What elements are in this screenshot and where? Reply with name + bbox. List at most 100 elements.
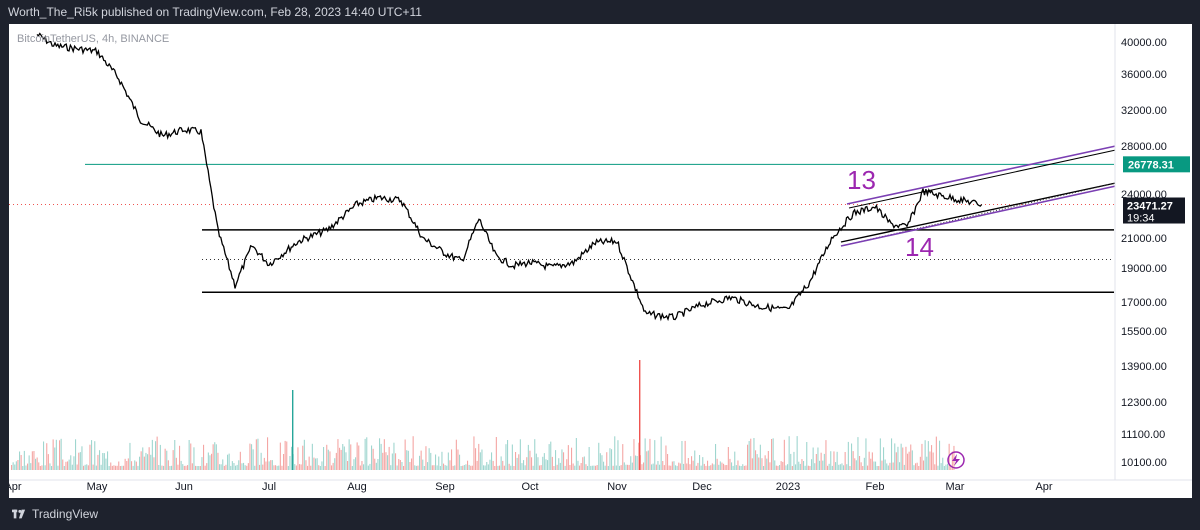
volume-bar	[627, 464, 629, 470]
volume-bar	[364, 438, 366, 470]
volume-bar	[79, 452, 81, 470]
volume-bar	[548, 444, 550, 470]
volume-bar	[774, 460, 776, 470]
x-tick-label: Apr	[1035, 481, 1052, 493]
volume-bar	[411, 458, 413, 470]
volume-bar	[881, 460, 883, 470]
volume-bar	[467, 460, 469, 470]
volume-bar	[953, 445, 955, 470]
volume-bar	[907, 453, 909, 470]
price-chart[interactable]: 40000.0036000.0032000.0028000.0024000.00…	[4, 24, 1192, 498]
volume-bar	[582, 457, 584, 470]
x-tick-label: May	[87, 481, 108, 493]
volume-bar	[545, 459, 547, 470]
volume-bar	[505, 444, 507, 470]
volume-bar	[14, 464, 16, 470]
volume-bar	[740, 466, 742, 470]
volume-bar	[430, 452, 432, 470]
volume-bar	[571, 447, 573, 470]
volume-bar	[782, 461, 784, 470]
volume-bar	[273, 465, 275, 470]
volume-bar	[783, 439, 785, 470]
volume-bar	[617, 440, 619, 470]
volume-bar	[159, 444, 161, 470]
volume-bar	[180, 460, 182, 470]
volume-bar	[598, 442, 600, 470]
volume-bar	[391, 453, 393, 470]
volume-bar	[670, 465, 672, 470]
volume-bar	[315, 458, 317, 470]
volume-bar	[702, 457, 704, 470]
volume-bar	[115, 465, 117, 470]
volume-bar	[785, 465, 787, 470]
volume-bar	[454, 465, 456, 470]
volume-bar	[615, 465, 617, 470]
volume-bar	[679, 463, 681, 470]
volume-bar	[129, 442, 131, 470]
volume-bar	[251, 444, 253, 470]
volume-bar	[435, 454, 437, 470]
volume-bar	[198, 466, 200, 470]
volume-bar	[148, 447, 150, 470]
publish-header: Worth_The_Ri5k published on TradingView.…	[0, 0, 1200, 24]
volume-bar	[535, 453, 537, 470]
volume-bar	[247, 463, 249, 470]
volume-bar	[393, 442, 395, 470]
volume-bar	[316, 458, 318, 470]
volume-bar	[807, 465, 809, 470]
volume-bar	[20, 455, 22, 470]
volume-bar	[886, 463, 888, 470]
volume-bar	[521, 463, 523, 470]
volume-bar	[318, 465, 320, 470]
volume-bar	[60, 438, 62, 470]
volume-bar	[305, 460, 307, 470]
volume-bar	[414, 465, 416, 470]
volume-bar	[27, 463, 29, 470]
volume-bar	[319, 466, 321, 470]
volume-bar	[814, 463, 816, 470]
volume-bar	[92, 464, 94, 470]
volume-bar	[479, 452, 481, 470]
volume-bar	[126, 461, 128, 470]
volume-bar	[204, 465, 206, 470]
volume-peak-bar	[292, 390, 294, 470]
volume-bar	[295, 465, 297, 470]
volume-bar	[579, 465, 581, 470]
volume-bar	[539, 465, 541, 470]
volume-bar	[875, 461, 877, 470]
volume-bar	[11, 465, 13, 470]
volume-bar	[246, 465, 248, 470]
volume-bar	[559, 462, 561, 470]
volume-bar	[215, 444, 217, 470]
y-tick-label: 36000.00	[1121, 69, 1167, 81]
volume-bar	[622, 444, 624, 470]
volume-bar	[275, 465, 277, 470]
volume-bar	[254, 465, 256, 470]
volume-bar	[423, 466, 425, 470]
volume-bar	[265, 461, 267, 470]
volume-bar	[377, 459, 379, 470]
volume-bar	[347, 461, 349, 470]
volume-bar	[540, 465, 542, 470]
volume-bar	[827, 465, 829, 470]
volume-bar	[534, 439, 536, 470]
volume-bar	[766, 458, 768, 470]
volume-bar	[873, 461, 875, 470]
volume-bar	[39, 466, 41, 470]
volume-bar	[641, 464, 643, 470]
volume-bar	[737, 460, 739, 470]
volume-bar	[75, 439, 77, 470]
volume-bar	[796, 436, 798, 470]
volume-bar	[271, 460, 273, 470]
volume-bar	[519, 439, 521, 470]
volume-bar	[383, 439, 385, 470]
volume-bar	[518, 454, 520, 470]
volume-bar	[694, 450, 696, 470]
chart-area[interactable]: 40000.00 36000.00 32000.00 28000.00 24000.00…	[4, 24, 1192, 498]
volume-bar	[339, 447, 341, 470]
volume-bar	[681, 441, 683, 470]
volume-bar	[236, 464, 238, 470]
lightning-icon	[947, 451, 965, 469]
volume-bar	[787, 464, 789, 470]
volume-bar	[668, 465, 670, 470]
